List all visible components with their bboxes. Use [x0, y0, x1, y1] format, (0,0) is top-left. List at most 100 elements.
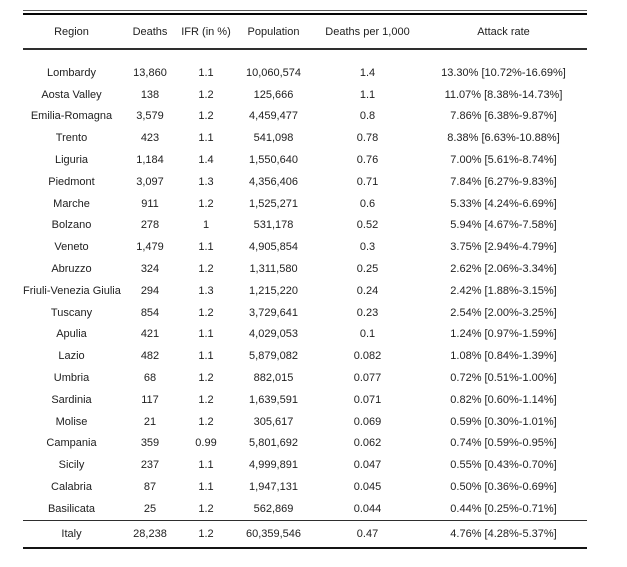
cell: Apulia	[56, 328, 87, 341]
cell: 1.3	[198, 175, 214, 188]
cell: 7.84% [6.27%-9.83%]	[450, 175, 557, 188]
cell: 0.76	[356, 154, 379, 167]
cell: 1.2	[198, 415, 214, 428]
cell: Veneto	[54, 241, 89, 254]
cell: 8.38% [6.63%-10.88%]	[447, 132, 560, 145]
cell: 4,459,477	[249, 110, 298, 123]
column-header: Deaths	[120, 15, 180, 50]
cell: Umbria	[53, 372, 90, 385]
cell: Sicily	[58, 459, 85, 472]
table-row: Molise 21 1.2 305,617 0.069 0.59% [0.30%-1.01…	[23, 411, 587, 433]
table-row: Calabria 87 1.1 1,947,131 0.045 0.50% [0.36%-…	[23, 476, 587, 498]
cell: 882,015	[253, 372, 294, 385]
cell: 5,801,692	[249, 437, 298, 450]
totals-cell: 28,238	[120, 519, 180, 549]
cell: 0.44% [0.25%-0.71%]	[450, 502, 557, 515]
cell: 1,947,131	[249, 481, 298, 494]
column-header: Deaths per 1,000	[315, 15, 420, 50]
cell: 0.74% [0.59%-0.95%]	[450, 437, 557, 450]
cell: Lombardy	[47, 66, 96, 79]
cell: 0.071	[353, 393, 382, 406]
cell: 3.75% [2.94%-4.79%]	[450, 241, 557, 254]
cell: 1.4	[359, 66, 376, 79]
cell: 0.23	[356, 306, 379, 319]
cell: 562,869	[253, 502, 294, 515]
cell: 11.07% [8.38%-14.73%]	[444, 88, 563, 101]
cell: 421	[140, 328, 160, 341]
cell: 117	[141, 393, 159, 406]
cell: 3,729,641	[249, 306, 298, 319]
regional-statistics-table: Region Deaths IFR (in %) Population Deaths p…	[23, 15, 587, 549]
cell: 1.2	[198, 110, 214, 123]
cell: 1.1	[359, 88, 376, 101]
table-row: Apulia 421 1.1 4,029,053 0.1 1.24% [0.97%-1.5…	[23, 324, 587, 346]
cell: 1.2	[198, 88, 214, 101]
cell: 1.08% [0.84%-1.39%]	[450, 350, 557, 363]
totals-cell: 60,359,546	[232, 519, 315, 549]
cell: Campania	[46, 437, 97, 450]
table-row: Marche 911 1.2 1,525,271 0.6 5.33% [4.24%-6.6…	[23, 193, 587, 215]
cell: Abruzzo	[51, 263, 92, 276]
cell: 1,525,271	[249, 197, 298, 210]
cell: 1.2	[198, 502, 214, 515]
header-row: Region Deaths IFR (in %) Population Deaths p…	[23, 15, 587, 50]
cell: 0.6	[359, 197, 376, 210]
cell: 0.077	[353, 372, 382, 385]
cell: 3,579	[136, 110, 164, 123]
cell: 1.4	[198, 154, 214, 167]
table-row: Friuli-Venezia Giulia 294 1.3 1,215,220 0.24…	[23, 280, 587, 302]
cell: 1.1	[198, 132, 214, 145]
cell: 0.71	[356, 175, 379, 188]
cell: 0.3	[359, 241, 376, 254]
cell: 531,178	[253, 219, 294, 232]
table-row: Sicily 237 1.1 4,999,891 0.047 0.55% [0.43%-0…	[23, 454, 587, 476]
column-header: Region	[23, 15, 120, 50]
cell: Calabria	[51, 481, 92, 494]
cell: 0.062	[353, 437, 382, 450]
cell: 1.1	[198, 481, 214, 494]
cell: 1.2	[198, 372, 214, 385]
cell: 0.1	[359, 328, 376, 341]
column-header: Attack rate	[420, 15, 587, 50]
cell: 1,184	[136, 154, 164, 167]
cell: 87	[143, 481, 157, 494]
column-header: IFR (in %)	[180, 15, 232, 50]
cell: 1.2	[198, 263, 214, 276]
cell: 1.1	[198, 350, 214, 363]
totals-cell: Italy	[23, 519, 120, 549]
totals-row: Italy 28,238 1.2 60,359,546 0.47 4.76% [4.28%…	[23, 519, 587, 549]
cell: 10,060,574	[245, 66, 302, 79]
cell: 68	[143, 372, 157, 385]
cell: 4,999,891	[249, 459, 298, 472]
table-row: Sardinia 117 1.2 1,639,591 0.071 0.82% [0.60%…	[23, 389, 587, 411]
cell: 1.2	[198, 197, 214, 210]
cell: 5.94% [4.67%-7.58%]	[450, 219, 557, 232]
cell: 0.24	[356, 284, 379, 297]
cell: 0.044	[353, 502, 382, 515]
table-row: Piedmont 3,097 1.3 4,356,406 0.71 7.84% [6.27…	[23, 171, 587, 193]
cell: 138	[140, 88, 160, 101]
cell: Piedmont	[48, 175, 95, 188]
cell: 294	[140, 284, 160, 297]
cell: 1.2	[198, 393, 214, 406]
cell: 0.047	[353, 459, 382, 472]
cell: Emilia-Romagna	[30, 110, 113, 123]
cell: 3,097	[136, 175, 164, 188]
cell: 305,617	[253, 415, 294, 428]
cell: 0.72% [0.51%-1.00%]	[450, 372, 557, 385]
cell: 1,479	[136, 241, 164, 254]
cell: Liguria	[54, 154, 89, 167]
column-header: Population	[232, 15, 315, 50]
cell: 0.069	[353, 415, 382, 428]
cell: Basilicata	[47, 502, 96, 515]
table-top-double-rule	[23, 10, 587, 15]
cell: 541,098	[253, 132, 294, 145]
cell: 2.54% [2.00%-3.25%]	[450, 306, 557, 319]
table-row: Liguria 1,184 1.4 1,550,640 0.76 7.00% [5.61%…	[23, 149, 587, 171]
cell: 1,215,220	[249, 284, 298, 297]
table-row: Bolzano 278 1 531,178 0.52 5.94% [4.67%-7.58%…	[23, 215, 587, 237]
cell: 1.1	[198, 328, 214, 341]
cell: 0.78	[356, 132, 379, 145]
table-row: Trento 423 1.1 541,098 0.78 8.38% [6.63%-10.8…	[23, 127, 587, 149]
regional-statistics-table-zone: Region Deaths IFR (in %) Population Deaths p…	[23, 10, 587, 549]
